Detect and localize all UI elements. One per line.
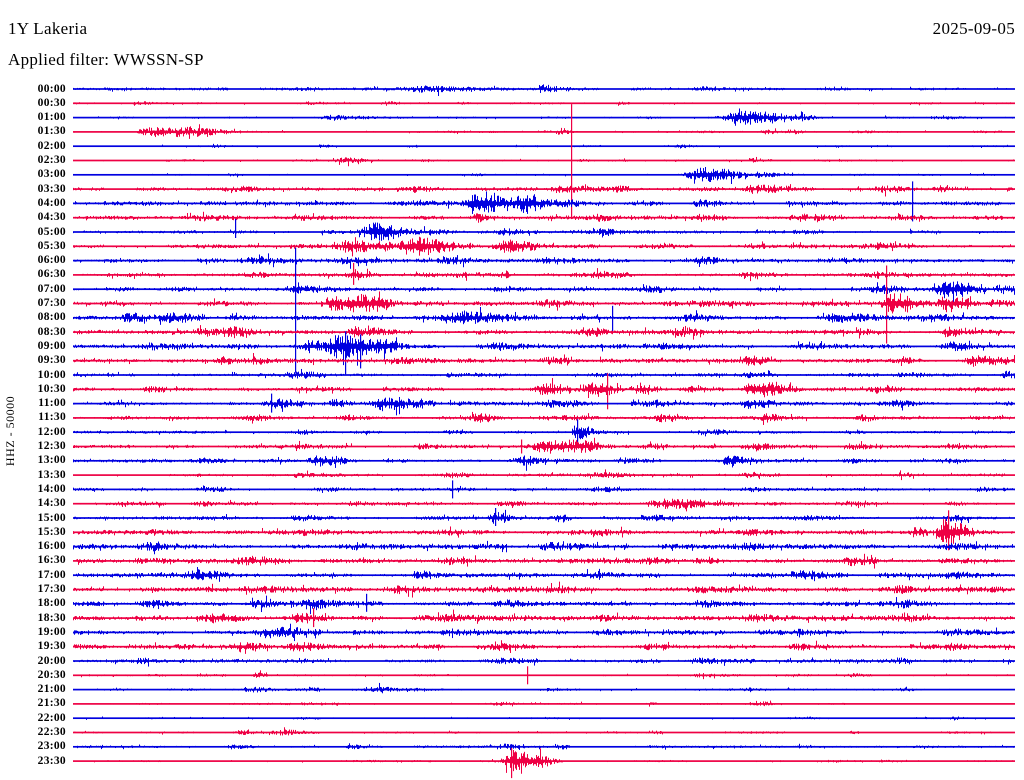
time-label: 19:30 [37,640,66,653]
time-label: 03:30 [37,182,66,195]
time-label: 02:00 [37,139,66,152]
time-label: 21:30 [37,697,66,710]
time-label: 13:30 [37,468,66,481]
time-label: 08:00 [37,311,66,324]
time-label: 01:00 [37,111,66,124]
time-label: 02:30 [37,154,66,166]
time-label: 17:30 [37,583,66,595]
time-label: 07:00 [37,282,66,295]
time-label: 05:30 [37,239,66,252]
time-label: 00:30 [37,96,66,109]
time-label: 07:30 [37,297,66,309]
time-label: 05:00 [37,225,66,238]
time-label: 22:30 [37,726,66,738]
time-label: 04:30 [37,211,66,224]
time-label: 06:30 [37,268,66,281]
time-label: 03:00 [37,168,66,181]
time-label: 18:00 [37,597,66,610]
time-label: 20:30 [37,668,66,681]
time-label: 12:00 [37,425,66,438]
time-label: 14:30 [37,497,66,510]
time-label: 14:00 [37,482,66,495]
time-label: 16:30 [37,554,66,567]
station-title: 1Y Lakeria [8,19,88,38]
time-label: 19:00 [37,625,66,638]
time-label: 06:00 [37,254,66,267]
time-label: 16:00 [37,540,66,553]
time-label: 22:00 [37,711,66,724]
time-label: 13:00 [37,454,66,467]
time-label: 09:00 [37,339,66,352]
time-label: 09:30 [37,354,66,367]
time-label: 15:30 [37,525,66,538]
time-label: 01:30 [37,125,66,138]
date-label: 2025-09-05 [932,19,1015,38]
time-label: 08:30 [37,325,66,338]
time-label: 20:00 [37,654,66,667]
time-label: 04:00 [37,196,66,209]
time-label: 15:00 [37,511,66,524]
time-label: 11:30 [38,411,66,424]
time-label: 17:00 [37,568,66,581]
time-label: 23:00 [37,740,66,753]
time-label: 10:30 [37,382,66,395]
time-label: 23:30 [37,754,66,767]
time-label: 10:00 [37,368,66,381]
time-axis: 00:00 00:30 01:00 01:30 02:00 02:30 03:00 03:30… [0,0,67,780]
time-label: 21:00 [37,683,66,696]
time-label: 12:30 [37,440,66,452]
filter-label: Applied filter: WWSSN-SP [8,50,204,69]
time-label: 18:30 [37,611,66,624]
time-label: 11:00 [38,397,66,410]
time-label: 00:00 [37,82,66,95]
